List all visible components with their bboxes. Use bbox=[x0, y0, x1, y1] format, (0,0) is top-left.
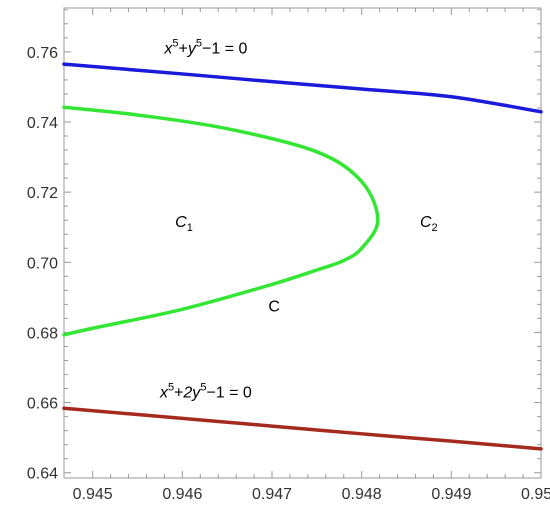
y-tick-label: 0.66 bbox=[27, 396, 58, 413]
x-tick-label: 0.950 bbox=[521, 486, 550, 503]
annotation-1: x5+2y5−1 = 0 bbox=[159, 381, 252, 401]
y-axis-ticks: 0.64 0.66 0.68 0.70 0.72 0.74 0.76 bbox=[27, 9, 541, 483]
blue-curve bbox=[62, 62, 543, 114]
y-tick-label: 0.70 bbox=[27, 255, 58, 272]
x-tick-label: 0.949 bbox=[431, 486, 471, 503]
y-tick-label: 0.64 bbox=[27, 466, 58, 483]
annotation-4: C bbox=[268, 298, 280, 315]
green-curve bbox=[62, 105, 380, 337]
red-curve bbox=[62, 406, 543, 451]
x-tick-label: 0.945 bbox=[73, 486, 113, 503]
x-tick-label: 0.946 bbox=[162, 486, 202, 503]
series-layer bbox=[62, 62, 543, 451]
y-tick-label: 0.68 bbox=[27, 325, 58, 342]
x-axis-ticks: 0.945 0.946 0.947 0.948 0.949 0.950 bbox=[73, 8, 550, 503]
y-tick-label: 0.72 bbox=[27, 185, 58, 202]
annotations: x5+y5−1 = 0 x5+2y5−1 = 0 C1 C2 C bbox=[159, 38, 438, 402]
annotation-2: C1 bbox=[175, 214, 193, 234]
x-tick-label: 0.947 bbox=[252, 486, 292, 503]
annotation-3: C2 bbox=[420, 214, 438, 234]
plot-frame bbox=[63, 7, 542, 479]
y-tick-label: 0.74 bbox=[27, 115, 58, 132]
annotation-0: x5+y5−1 = 0 bbox=[163, 38, 247, 58]
y-tick-label: 0.76 bbox=[27, 45, 58, 62]
x-tick-label: 0.948 bbox=[342, 486, 382, 503]
